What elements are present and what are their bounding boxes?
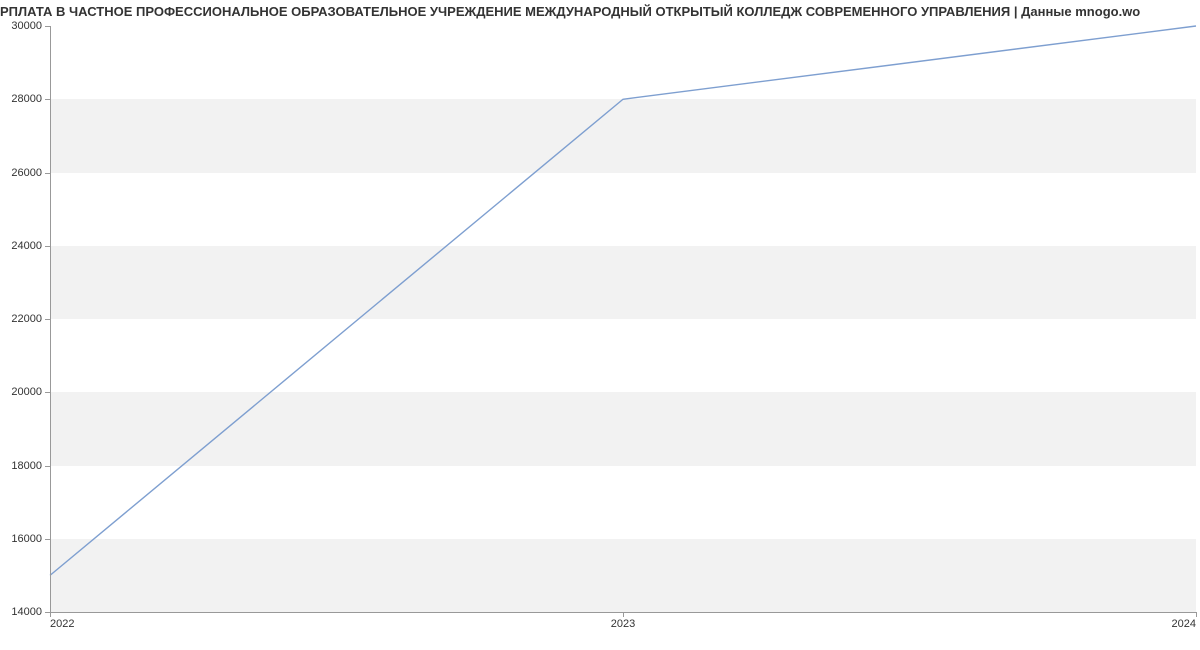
y-axis xyxy=(50,26,51,612)
y-tick xyxy=(45,466,50,467)
y-tick-label: 24000 xyxy=(11,240,42,252)
plot-area: 1400016000180002000022000240002600028000… xyxy=(50,26,1196,612)
x-tick-label: 2024 xyxy=(1172,618,1196,630)
x-tick xyxy=(50,612,51,617)
y-tick xyxy=(45,319,50,320)
y-tick-label: 30000 xyxy=(11,20,42,32)
y-tick xyxy=(45,539,50,540)
y-tick xyxy=(45,99,50,100)
y-tick-label: 16000 xyxy=(11,533,42,545)
x-tick-label: 2022 xyxy=(50,618,74,630)
series-line xyxy=(50,26,1196,575)
y-tick xyxy=(45,26,50,27)
x-tick-label: 2023 xyxy=(611,618,635,630)
y-tick xyxy=(45,246,50,247)
y-tick-label: 14000 xyxy=(11,606,42,618)
x-tick xyxy=(1196,612,1197,617)
chart-title: РПЛАТА В ЧАСТНОЕ ПРОФЕССИОНАЛЬНОЕ ОБРАЗО… xyxy=(0,4,1200,19)
y-tick xyxy=(45,392,50,393)
y-tick-label: 20000 xyxy=(11,386,42,398)
y-tick-label: 26000 xyxy=(11,167,42,179)
line-series xyxy=(50,26,1196,612)
y-tick-label: 22000 xyxy=(11,313,42,325)
chart-container: РПЛАТА В ЧАСТНОЕ ПРОФЕССИОНАЛЬНОЕ ОБРАЗО… xyxy=(0,0,1200,650)
y-tick xyxy=(45,173,50,174)
y-tick-label: 28000 xyxy=(11,93,42,105)
x-tick xyxy=(623,612,624,617)
y-tick-label: 18000 xyxy=(11,460,42,472)
